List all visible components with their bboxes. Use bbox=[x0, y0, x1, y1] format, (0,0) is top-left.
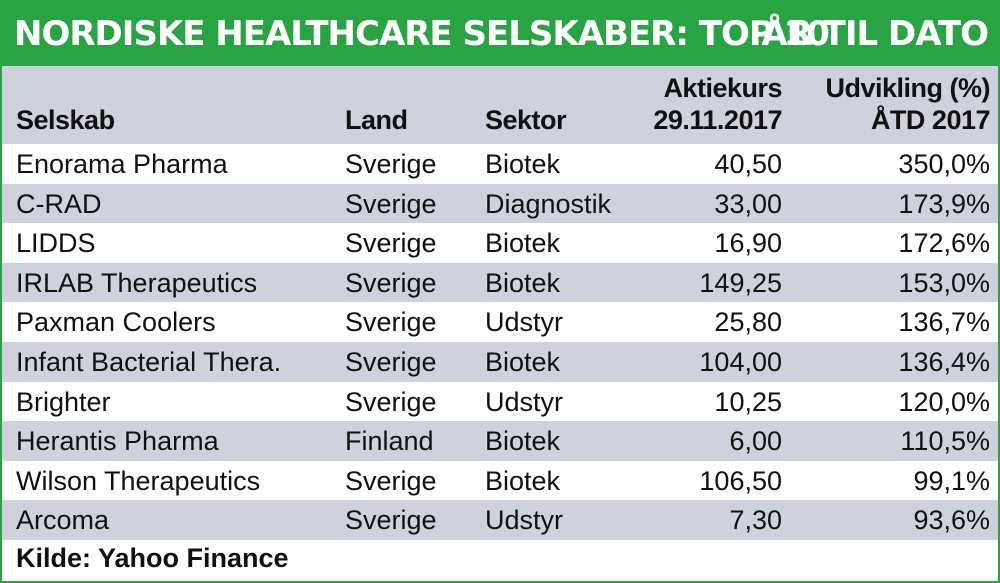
cell-country: Sverige bbox=[345, 465, 437, 496]
source-note: Kilde: Yahoo Finance bbox=[16, 543, 289, 573]
cell-price: 7,30 bbox=[729, 505, 782, 536]
cell-country: Sverige bbox=[345, 505, 437, 536]
cell-sector: Biotek bbox=[485, 346, 561, 377]
cell-country: Sverige bbox=[345, 267, 437, 298]
table-row: IRLAB Therapeutics Sverige Biotek 149,25… bbox=[2, 262, 998, 303]
header-price-line2: 29.11.2017 bbox=[653, 105, 782, 135]
cell-sector: Udstyr bbox=[485, 307, 564, 338]
cell-change: 136,4% bbox=[898, 346, 990, 377]
table-row: Wilson Therapeutics Sverige Biotek 106,5… bbox=[2, 461, 998, 501]
cell-company: LIDDS bbox=[16, 228, 96, 259]
title-banner: NORDISKE HEALTHCARE SELSKABER: TOP 10 ÅR… bbox=[2, 2, 998, 66]
cell-price: 25,80 bbox=[714, 307, 782, 338]
header-change-line2: ÅTD 2017 bbox=[870, 105, 991, 135]
cell-country: Sverige bbox=[345, 228, 437, 259]
cell-sector: Biotek bbox=[485, 267, 561, 298]
cell-sector: Udstyr bbox=[485, 505, 564, 536]
cell-price: 10,25 bbox=[714, 386, 782, 417]
cell-price: 104,00 bbox=[699, 346, 782, 377]
cell-country: Sverige bbox=[345, 386, 437, 417]
table-body: Enorama Pharma Sverige Biotek 40,50 350,… bbox=[2, 144, 998, 540]
cell-company: Wilson Therapeutics bbox=[16, 465, 261, 496]
cell-country: Sverige bbox=[345, 346, 437, 377]
cell-price: 16,90 bbox=[714, 228, 782, 259]
cell-company: IRLAB Therapeutics bbox=[16, 267, 258, 298]
cell-sector: Biotek bbox=[485, 465, 561, 496]
cell-company: Brighter bbox=[16, 386, 111, 417]
cell-change: 153,0% bbox=[898, 267, 990, 298]
header-price: Aktiekurs 29.11.2017 bbox=[653, 72, 782, 136]
cell-sector: Biotek bbox=[485, 149, 561, 179]
cell-price: 106,50 bbox=[699, 465, 782, 496]
cell-sector: Diagnostik bbox=[485, 188, 612, 219]
cell-change: 110,5% bbox=[900, 426, 990, 457]
header-sector: Sektor bbox=[485, 105, 567, 135]
table-row: Paxman Coolers Sverige Udstyr 25,80 136,… bbox=[2, 302, 998, 342]
page-title: NORDISKE HEALTHCARE SELSKABER: TOP 10 bbox=[14, 14, 830, 54]
header-change-line1: Udvikling (%) bbox=[825, 73, 990, 103]
table-row: Infant Bacterial Thera. Sverige Biotek 1… bbox=[2, 341, 998, 382]
cell-price: 6,00 bbox=[729, 426, 782, 457]
table-row: Enorama Pharma Sverige Biotek 40,50 350,… bbox=[2, 144, 998, 184]
header-country: Land bbox=[345, 105, 408, 135]
cell-company: Herantis Pharma bbox=[16, 426, 219, 457]
cell-country: Sverige bbox=[345, 188, 437, 219]
table-row: C-RAD Sverige Diagnostik 33,00 173,9% bbox=[2, 183, 998, 224]
cell-country: Finland bbox=[345, 426, 434, 457]
cell-price: 40,50 bbox=[714, 149, 782, 179]
cell-company: Enorama Pharma bbox=[16, 149, 228, 179]
cell-country: Sverige bbox=[345, 307, 437, 338]
cell-change: 93,6% bbox=[913, 505, 990, 536]
cell-change: 120,0% bbox=[898, 386, 990, 417]
header-change: Udvikling (%) ÅTD 2017 bbox=[825, 72, 990, 136]
table-row: LIDDS Sverige Biotek 16,90 172,6% bbox=[2, 223, 998, 263]
cell-sector: Biotek bbox=[485, 426, 561, 457]
cell-sector: Udstyr bbox=[485, 386, 564, 417]
cell-change: 173,9% bbox=[898, 188, 990, 219]
cell-price: 33,00 bbox=[714, 188, 782, 219]
table-row: Brighter Sverige Udstyr 10,25 120,0% bbox=[2, 382, 998, 422]
cell-change: 350,0% bbox=[898, 149, 990, 179]
table-row: Arcoma Sverige Udstyr 7,30 93,6% bbox=[2, 500, 998, 540]
cell-company: Infant Bacterial Thera. bbox=[16, 346, 282, 377]
period-label: ÅR TIL DATO bbox=[761, 14, 989, 54]
cell-company: Arcoma bbox=[16, 505, 110, 536]
header-company: Selskab bbox=[16, 105, 115, 135]
cell-change: 136,7% bbox=[898, 307, 990, 338]
table-header: Selskab Land Sektor Aktiekurs 29.11.2017… bbox=[2, 66, 998, 144]
cell-company: Paxman Coolers bbox=[16, 307, 216, 338]
cell-price: 149,25 bbox=[699, 267, 782, 298]
table-row: Herantis Pharma Finland Biotek 6,00 110,… bbox=[2, 421, 998, 461]
cell-country: Sverige bbox=[345, 149, 437, 179]
cell-company: C-RAD bbox=[16, 188, 102, 219]
cell-sector: Biotek bbox=[485, 228, 561, 259]
cell-change: 99,1% bbox=[913, 465, 990, 496]
cell-change: 172,6% bbox=[898, 228, 990, 259]
header-price-line1: Aktiekurs bbox=[663, 73, 782, 103]
